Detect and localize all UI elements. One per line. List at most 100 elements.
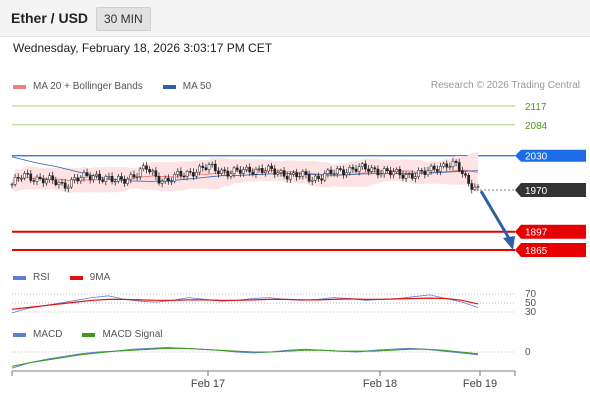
timestamp: Wednesday, February 18, 2026 3:03:17 PM …: [13, 41, 273, 55]
candle: [470, 179, 474, 194]
rsi-legend-label: RSI: [33, 272, 50, 283]
rsi-level-label: 30: [525, 307, 537, 318]
candle: [288, 171, 292, 183]
candle-body: [270, 165, 273, 170]
candle: [395, 167, 399, 175]
candle-body: [223, 169, 227, 172]
candle-body: [91, 175, 95, 180]
candle-body: [364, 163, 367, 170]
candle-body: [314, 175, 317, 181]
ma50-swatch: [162, 84, 176, 89]
candle: [232, 166, 236, 178]
candle: [417, 167, 420, 180]
candle: [142, 162, 145, 172]
candle: [257, 165, 261, 173]
candle-body: [461, 170, 464, 174]
candle: [292, 170, 295, 177]
rsi-swatch: [13, 275, 26, 280]
candle: [376, 165, 380, 179]
candle-body: [157, 176, 161, 184]
candle: [163, 175, 167, 184]
candle-body: [260, 168, 264, 173]
candle-body: [129, 174, 133, 180]
candle-body: [135, 176, 139, 178]
candle: [382, 165, 386, 178]
candle-body: [385, 168, 389, 172]
candle: [439, 162, 442, 176]
candle-body: [373, 167, 377, 170]
candle-body: [473, 186, 477, 190]
candle-body: [367, 168, 370, 172]
candle: [107, 172, 111, 180]
candle-body: [454, 160, 458, 163]
candle: [404, 171, 408, 182]
candle-body: [85, 172, 89, 177]
candle: [79, 175, 83, 185]
candle: [370, 164, 374, 174]
candle-body: [420, 170, 424, 172]
macd-legend-label: MACD: [33, 329, 63, 340]
candle: [51, 171, 55, 184]
forecast-arrow-shaft: [479, 190, 512, 241]
candle-body: [351, 167, 355, 170]
candle: [423, 167, 427, 179]
candle-body: [229, 173, 233, 177]
candle-body: [188, 171, 192, 173]
candle: [113, 178, 117, 186]
candle-body: [248, 166, 252, 173]
candle: [282, 167, 286, 179]
candle: [226, 167, 230, 180]
candle: [276, 169, 280, 177]
candle-body: [51, 175, 55, 181]
candle: [185, 169, 189, 181]
candle-body: [292, 172, 295, 175]
candle-body: [179, 170, 183, 177]
candle: [351, 164, 355, 173]
candle: [204, 163, 208, 172]
candle-body: [245, 166, 248, 170]
candle: [335, 165, 339, 178]
candle: [285, 172, 289, 183]
candle: [414, 172, 417, 183]
candle: [354, 165, 358, 174]
ma50-legend-label: MA 50: [182, 81, 212, 92]
candle-body: [145, 165, 148, 170]
candle-body: [295, 172, 298, 178]
candle-body: [401, 174, 405, 179]
ma20-legend-label: MA 20 + Bollinger Bands: [33, 81, 143, 92]
candle-body: [110, 176, 114, 182]
candle: [201, 162, 205, 172]
candle: [170, 177, 173, 186]
candle-body: [332, 173, 336, 175]
resistance-label: 2084: [525, 121, 548, 132]
candle: [301, 169, 305, 180]
instrument-title: Ether / USD: [11, 10, 89, 26]
candle-body: [35, 176, 39, 182]
candle: [329, 166, 333, 177]
candle: [63, 178, 67, 192]
candle-body: [410, 173, 414, 179]
macd-swatch: [13, 332, 26, 337]
interval-button[interactable]: 30 MIN: [96, 7, 151, 31]
resistance-label: 2117: [525, 102, 547, 113]
candle-body: [457, 162, 461, 171]
candle-body: [41, 178, 45, 184]
candle: [345, 168, 348, 179]
candle: [332, 169, 336, 177]
candle-body: [82, 172, 86, 178]
candle-body: [63, 182, 67, 189]
candle-body: [414, 176, 417, 179]
last-price-label: 1970: [525, 186, 548, 197]
candle: [70, 177, 73, 189]
rsi-9ma-line: [11, 297, 479, 310]
candle: [120, 172, 123, 183]
candle: [429, 163, 433, 175]
candle: [132, 170, 136, 180]
candle: [254, 166, 258, 178]
candle: [342, 165, 345, 179]
candle: [392, 168, 395, 179]
candle-body: [282, 170, 286, 177]
candle-body: [257, 168, 261, 170]
candle: [207, 162, 211, 174]
